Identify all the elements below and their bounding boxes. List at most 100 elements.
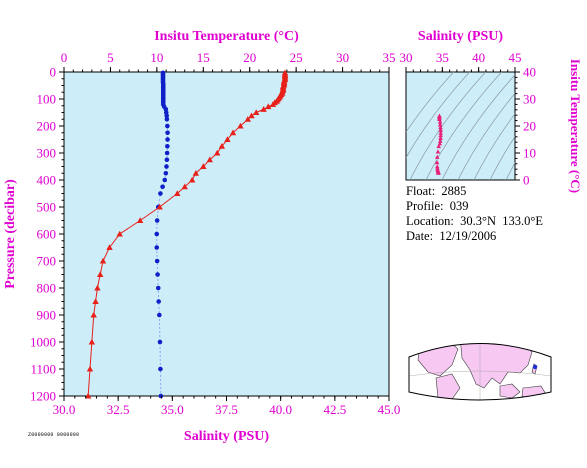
ts-temperature-axis-title: Insitu Temperature (°C) [568, 59, 583, 193]
salinity-point [158, 191, 163, 196]
ts-point [438, 130, 444, 135]
salinity-tick-label: 30.0 [53, 402, 76, 417]
temperature-point [224, 136, 231, 143]
density-contour [489, 135, 515, 180]
pressure-tick-label: 1100 [30, 362, 56, 377]
map-landmass [435, 373, 461, 400]
ts-point [438, 125, 443, 130]
ts-point [438, 135, 443, 140]
temperature-point [92, 298, 99, 305]
salinity-tick-label: 45.0 [378, 402, 401, 417]
temperature-point [116, 230, 123, 237]
temperature-point [214, 149, 221, 156]
profile-label: Profile: [406, 199, 444, 213]
ts-salinity-axis-title: Salinity (PSU) [418, 29, 504, 44]
salinity-point [154, 258, 160, 264]
salinity-point [165, 123, 170, 129]
ts-temperature-tick-label: 30 [523, 92, 536, 107]
pressure-tick-label: 1200 [30, 389, 56, 404]
ts-point [435, 166, 440, 171]
location-row: Location: 30.3°N 133.0°E [406, 214, 543, 229]
temperature-point [94, 284, 101, 291]
salinity-line [156, 72, 169, 397]
map-land [409, 343, 551, 400]
temperature-point [136, 217, 144, 224]
temperature-point [237, 122, 244, 129]
density-contour [406, 72, 471, 159]
pressure-tick-label: 600 [37, 227, 57, 242]
salinity-point [155, 285, 161, 291]
salinity-point [158, 393, 164, 399]
pressure-tick-label: 500 [37, 200, 57, 215]
float-info-panel: Float: 2885 Profile: 039 Location: 30.3°… [406, 184, 543, 244]
salinity-tick-label: 32.5 [107, 402, 130, 417]
ts-point [438, 127, 444, 132]
temperature-point [97, 271, 104, 278]
ts-temperature-tick-label: 20 [523, 119, 536, 134]
temperature-tick-label: 15 [197, 50, 210, 65]
map-landmass [499, 383, 521, 399]
salinity-point [162, 177, 168, 183]
profile-chart: 0 5 10 15 20 25 30 35 30.0 32.5 35.0 37.5 40.0 42.5 45… [3, 29, 400, 444]
ts-point [435, 149, 441, 154]
ts-point [436, 170, 441, 175]
ts-point [437, 116, 442, 122]
salinity-point [154, 218, 160, 223]
density-contour [505, 162, 515, 180]
pressure-tick-label: 1000 [30, 335, 56, 350]
ts-point [437, 138, 443, 143]
density-contour [441, 74, 515, 180]
temperature-axis-title: Insitu Temperature (°C) [154, 29, 299, 44]
temperature-point [88, 338, 96, 345]
temperature-point [218, 143, 226, 149]
temperature-point [260, 106, 267, 112]
float-label: Float: [406, 184, 436, 198]
ts-point [434, 164, 440, 169]
salinity-point [154, 245, 160, 250]
date-value: 12/19/2006 [439, 229, 497, 243]
salinity-point [165, 137, 170, 142]
float-location-dot [532, 364, 538, 370]
profile-value: 039 [449, 199, 469, 213]
temperature-tick-label: 10 [150, 50, 163, 65]
temperature-point [244, 116, 252, 122]
pressure-tick-label: 400 [37, 173, 57, 188]
temperature-tick-label: 20 [243, 50, 256, 65]
salinity-point [158, 366, 163, 372]
location-label: Location: [406, 214, 454, 228]
ts-salinity-tick-label: 40 [472, 50, 485, 65]
pressure-tick-label: 200 [37, 119, 57, 134]
density-contour [425, 72, 503, 180]
ts-point [437, 119, 443, 124]
salinity-point [155, 272, 160, 277]
pressure-tick-label: 900 [37, 308, 57, 323]
salinity-axis-title: Salinity (PSU) [184, 429, 270, 444]
profile-series [84, 69, 289, 399]
density-contour [473, 113, 515, 180]
ts-point [438, 133, 443, 138]
profile-plot-area [63, 71, 390, 397]
profile-axes: 0 5 10 15 20 25 30 35 30.0 32.5 35.0 37.5 40.0 42.5 45… [30, 50, 400, 417]
ts-density-curves [406, 72, 515, 180]
salinity-point [165, 143, 170, 149]
float-value: 2885 [441, 184, 467, 198]
salinity-point [154, 231, 160, 237]
profile-row: Profile: 039 [406, 199, 543, 214]
temperature-point [156, 203, 163, 210]
temperature-point [99, 257, 107, 264]
density-contour [409, 72, 487, 180]
temperature-point [229, 129, 237, 136]
salinity-tick-label: 37.5 [215, 402, 238, 417]
ts-temperature-tick-label: 40 [523, 65, 536, 80]
ts-temperature-tick-label: 10 [523, 146, 536, 161]
temperature-tick-label: 30 [336, 50, 349, 65]
density-contour [406, 72, 455, 133]
salinity-point [164, 150, 170, 156]
pressure-tick-label: 700 [37, 254, 57, 269]
pressure-tick-label: 0 [50, 65, 57, 80]
temperature-point [90, 311, 97, 318]
pressure-axis-title: Pressure (decibar) [3, 179, 18, 289]
temperature-tick-label: 35 [383, 50, 396, 65]
float-row: Float: 2885 [406, 184, 543, 199]
salinity-point [164, 116, 170, 122]
